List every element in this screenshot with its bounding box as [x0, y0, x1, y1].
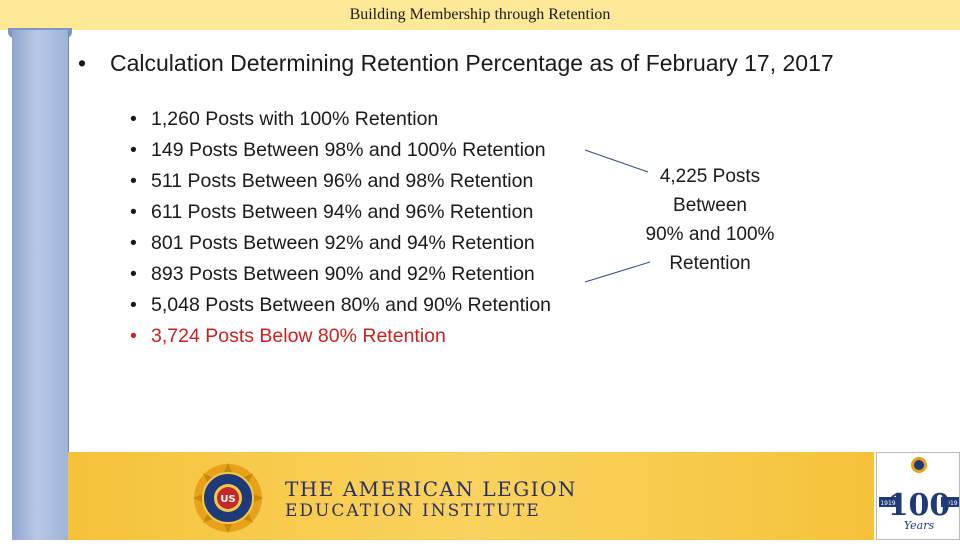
callout-line: Retention	[669, 253, 751, 274]
list-item: • 801 Posts Between 92% and 94% Retention	[130, 232, 535, 254]
org-name-line1: THE AMERICAN LEGION	[285, 477, 577, 501]
list-item: • 893 Posts Between 90% and 92% Retention	[130, 263, 535, 285]
legion-emblem-icon: US	[193, 463, 263, 533]
main-bullet-text: Calculation Determining Retention Percen…	[110, 50, 834, 76]
connector-line-bottom	[584, 261, 651, 283]
summary-callout: 4,225 Posts Between 90% and 100% Retenti…	[630, 162, 790, 278]
scroll-decoration	[12, 30, 69, 540]
slide-header-title: Building Membership through Retention	[349, 6, 611, 23]
list-item-highlighted: • 3,724 Posts Below 80% Retention	[130, 325, 446, 347]
callout-line: 4,225 Posts	[659, 166, 761, 187]
list-item: • 1,260 Posts with 100% Retention	[130, 108, 439, 130]
list-item: • 149 Posts Between 98% and 100% Retentio…	[130, 139, 546, 161]
badge-start-year: 1919	[880, 500, 895, 507]
badge-word: Years	[904, 519, 935, 532]
list-item: • 611 Posts Between 94% and 96% Retention	[130, 201, 534, 223]
callout-line: Between	[673, 195, 747, 216]
org-name: THE AMERICAN LEGION EDUCATION INSTITUTE	[285, 478, 577, 522]
retention-list: • 1,260 Posts with 100% Retention • 149 Po…	[130, 105, 551, 353]
centennial-badge-icon: 1919 2019 100 Years	[879, 457, 959, 532]
list-item: • 5,048 Posts Between 80% and 90% Retenti…	[130, 294, 552, 316]
centennial-badge: 1919 2019 100 Years	[876, 452, 960, 540]
list-item: • 511 Posts Between 96% and 98% Retention	[130, 170, 534, 192]
main-bullet: • Calculation Determining Retention Perce…	[78, 50, 948, 77]
slide-header: Building Membership through Retention	[0, 0, 960, 30]
emblem-letters: US	[220, 494, 235, 505]
connector-line-top	[584, 149, 649, 173]
badge-number: 100	[888, 488, 951, 523]
badge-end-year: 2019	[942, 500, 957, 507]
callout-line: 90% and 100%	[645, 224, 775, 245]
org-name-line2: EDUCATION INSTITUTE	[285, 501, 541, 521]
bullet-dot: •	[78, 50, 87, 76]
